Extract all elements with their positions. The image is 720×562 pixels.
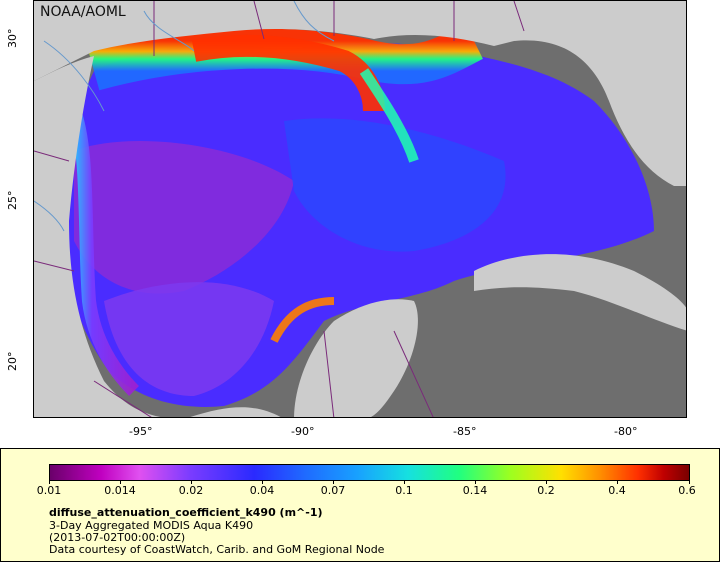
texas-mexico-coast [34, 56, 161, 417]
tick-mark [475, 480, 476, 484]
lat-label-20: 20° [6, 351, 19, 372]
tick-label: 0.04 [249, 484, 275, 497]
tick-label: 0.02 [178, 484, 204, 497]
tick-mark [333, 480, 334, 484]
water-central-blue [284, 118, 506, 252]
tick-mark [262, 480, 263, 484]
water-west-coast [67, 108, 140, 396]
tick-label: 0.07 [320, 484, 346, 497]
rivers [34, 1, 335, 232]
lon-label-90: -90° [291, 425, 315, 438]
lat-label-30: 30° [6, 28, 19, 49]
tick-mark [617, 480, 618, 484]
tick-label: 0.014 [104, 484, 136, 497]
florida-peninsula [514, 1, 686, 186]
tick-mark [191, 480, 192, 484]
tick-label: 0.2 [537, 484, 555, 497]
legend-panel: 0.01 0.014 0.02 0.04 0.07 0.1 0.14 0.2 0… [0, 448, 720, 562]
tick-label: 0.14 [462, 484, 488, 497]
variable-name: diffuse_attenuation_coefficient_k490 (m^… [49, 506, 323, 519]
yucatan-peninsula [294, 299, 418, 417]
tick-mark [404, 480, 405, 484]
lon-label-85: -85° [453, 425, 477, 438]
data-source: Data courtesy of CoastWatch, Carib. and … [49, 543, 385, 556]
water-south-purple [104, 282, 274, 396]
gulf-of-mexico-map [34, 1, 686, 417]
water-west-purple [74, 141, 294, 294]
state-border-lines [153, 1, 525, 56]
plume-tail [359, 68, 419, 163]
colorbar [49, 464, 690, 481]
lon-label-80: -80° [614, 425, 638, 438]
tick-mark [120, 480, 121, 484]
tick-mark [49, 480, 50, 484]
tick-mark [546, 480, 547, 484]
tick-label: 0.6 [678, 484, 696, 497]
tick-label: 0.4 [608, 484, 626, 497]
cuba-island [474, 254, 686, 331]
tick-mark [689, 480, 690, 484]
us-land-north [34, 1, 686, 81]
central-america-land [190, 407, 281, 417]
tick-label: 0.1 [395, 484, 413, 497]
dataset-description: 3-Day Aggregated MODIS Aqua K490 [49, 519, 254, 532]
mexico-border-lines [34, 150, 434, 417]
mississippi-plume [191, 34, 385, 112]
lat-label-25: 25° [6, 190, 19, 211]
dataset-time: (2013-07-02T00:00:00Z) [49, 531, 186, 544]
tick-label: 0.01 [36, 484, 62, 497]
lon-label-95: -95° [129, 425, 153, 438]
map-credit: NOAA/AOML [40, 4, 126, 20]
yucatan-coast-band [270, 297, 335, 343]
map-panel[interactable]: NOAA/AOML [33, 0, 687, 418]
